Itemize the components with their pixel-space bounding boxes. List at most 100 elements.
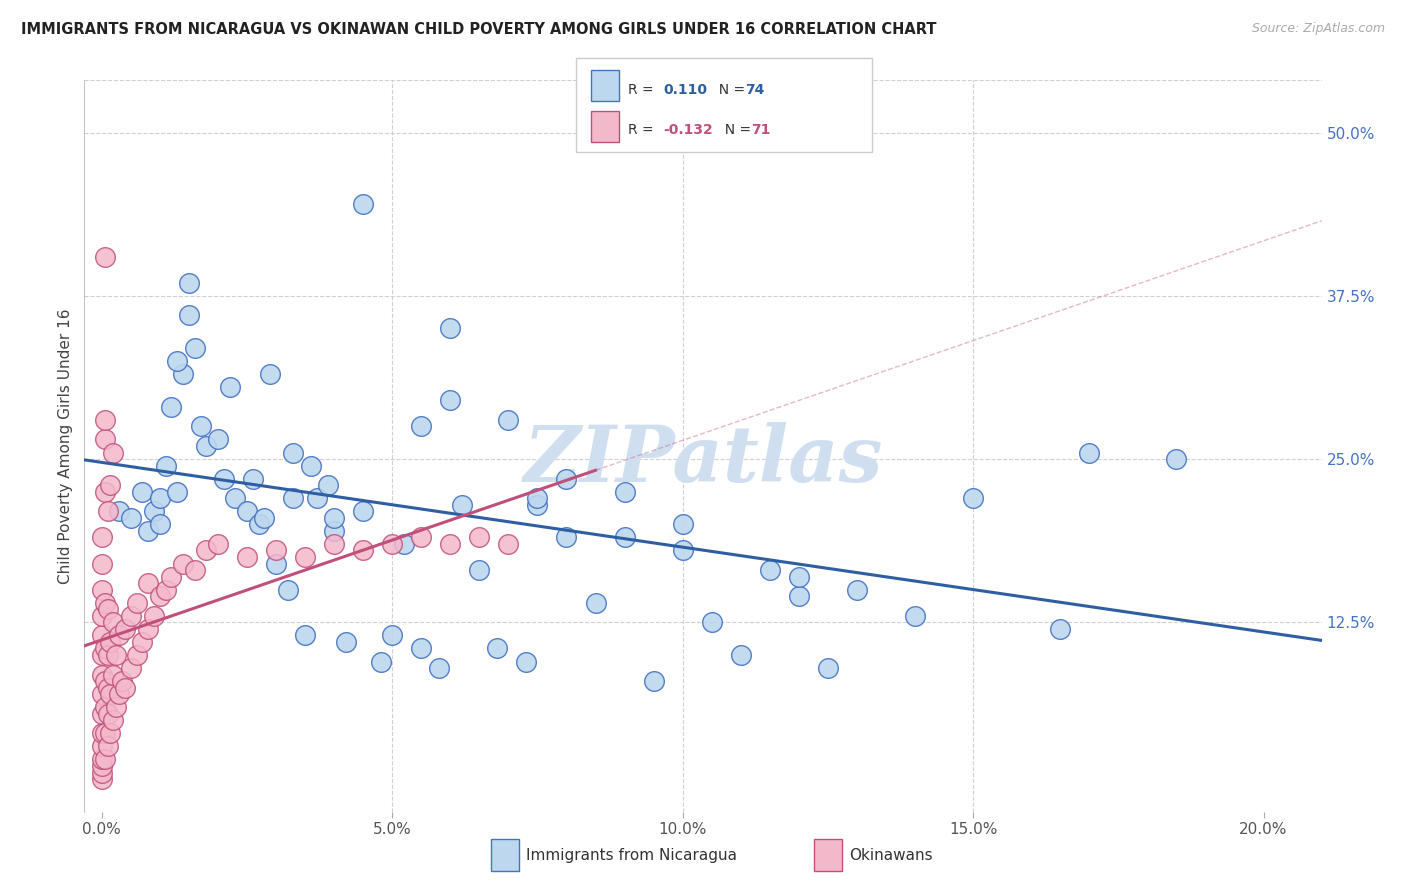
Point xyxy=(93,700,115,714)
Point xyxy=(904,608,927,623)
Point xyxy=(485,641,508,656)
Point xyxy=(218,380,240,394)
Text: 0.110: 0.110 xyxy=(664,83,707,96)
Point xyxy=(105,648,128,662)
Point xyxy=(90,582,112,597)
Point xyxy=(236,549,259,564)
Point xyxy=(613,530,636,544)
Point xyxy=(468,530,491,544)
Text: Immigrants from Nicaragua: Immigrants from Nicaragua xyxy=(526,848,737,863)
Point xyxy=(277,582,299,597)
Point xyxy=(90,667,112,681)
Point xyxy=(155,582,177,597)
Point xyxy=(787,569,810,583)
Point xyxy=(183,563,205,577)
Point xyxy=(93,726,115,740)
Point xyxy=(427,661,450,675)
Point xyxy=(90,557,112,571)
Point xyxy=(787,589,810,603)
Point xyxy=(166,484,188,499)
Point xyxy=(90,706,112,721)
Point xyxy=(555,530,578,544)
Point xyxy=(97,602,120,616)
Point xyxy=(97,739,120,754)
Point xyxy=(100,687,122,701)
Point xyxy=(468,563,491,577)
Point xyxy=(103,615,125,630)
Point xyxy=(259,367,281,381)
Point xyxy=(90,759,112,773)
Point xyxy=(294,549,316,564)
Point xyxy=(439,537,461,551)
Point xyxy=(149,589,172,603)
Point xyxy=(149,491,172,506)
Point xyxy=(672,517,695,532)
Point xyxy=(120,608,142,623)
Point xyxy=(1078,445,1101,459)
Point xyxy=(283,491,305,506)
Point xyxy=(120,511,142,525)
Point xyxy=(136,576,159,591)
Point xyxy=(100,478,122,492)
Point xyxy=(294,628,316,642)
Point xyxy=(585,596,607,610)
Point xyxy=(730,648,752,662)
Point xyxy=(190,419,212,434)
Point xyxy=(335,635,357,649)
Point xyxy=(352,197,374,211)
Point xyxy=(108,504,131,518)
Point xyxy=(97,504,120,518)
Text: Source: ZipAtlas.com: Source: ZipAtlas.com xyxy=(1251,22,1385,36)
Point xyxy=(93,596,115,610)
Point xyxy=(177,276,200,290)
Point xyxy=(100,635,122,649)
Point xyxy=(352,543,374,558)
Point xyxy=(90,530,112,544)
Point xyxy=(207,537,229,551)
Text: N =: N = xyxy=(716,123,755,137)
Point xyxy=(90,772,112,786)
Point xyxy=(526,498,548,512)
Point xyxy=(498,537,520,551)
Point xyxy=(93,250,115,264)
Point xyxy=(90,752,112,766)
Point xyxy=(183,341,205,355)
Point xyxy=(93,413,115,427)
Point xyxy=(672,543,695,558)
Point xyxy=(136,622,159,636)
Point xyxy=(352,504,374,518)
Text: N =: N = xyxy=(710,83,749,96)
Point xyxy=(108,628,131,642)
Point xyxy=(114,622,136,636)
Text: 74: 74 xyxy=(745,83,765,96)
Point xyxy=(90,739,112,754)
Text: 71: 71 xyxy=(751,123,770,137)
Point xyxy=(97,706,120,721)
Point xyxy=(93,484,115,499)
Text: R =: R = xyxy=(628,83,658,96)
Point xyxy=(555,472,578,486)
Text: IMMIGRANTS FROM NICARAGUA VS OKINAWAN CHILD POVERTY AMONG GIRLS UNDER 16 CORRELA: IMMIGRANTS FROM NICARAGUA VS OKINAWAN CH… xyxy=(21,22,936,37)
Point xyxy=(90,648,112,662)
Point xyxy=(1049,622,1071,636)
Point xyxy=(97,648,120,662)
Text: -0.132: -0.132 xyxy=(664,123,713,137)
Point xyxy=(103,445,125,459)
Point xyxy=(299,458,322,473)
Point xyxy=(283,445,305,459)
Point xyxy=(643,674,665,689)
Point xyxy=(305,491,328,506)
Point xyxy=(439,393,461,408)
Point xyxy=(93,674,115,689)
Point xyxy=(323,524,346,538)
Point xyxy=(90,628,112,642)
Point xyxy=(125,596,148,610)
Point xyxy=(264,557,287,571)
Point xyxy=(103,667,125,681)
Y-axis label: Child Poverty Among Girls Under 16: Child Poverty Among Girls Under 16 xyxy=(58,309,73,583)
Point xyxy=(160,400,183,414)
Point xyxy=(224,491,246,506)
Point xyxy=(90,687,112,701)
Point xyxy=(125,648,148,662)
Point xyxy=(136,524,159,538)
